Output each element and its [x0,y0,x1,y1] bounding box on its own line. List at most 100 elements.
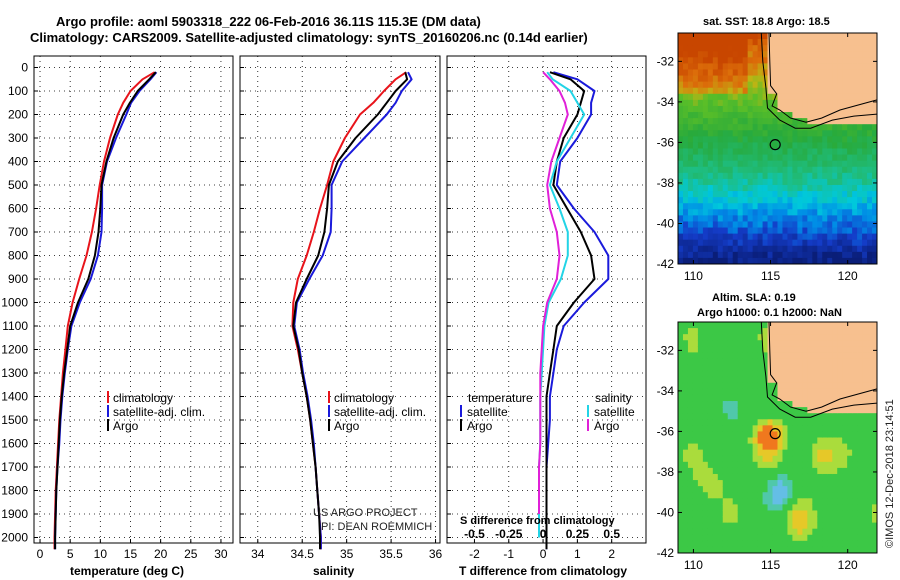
map-cell [678,203,684,210]
map-cell [787,540,793,548]
map-cell [772,160,778,168]
map-cell [727,221,734,229]
map-cell [852,394,858,402]
map-cell [867,486,873,493]
map-cell [742,346,749,353]
map-cell [687,130,694,137]
map-cell [752,540,759,548]
map-cell [792,437,798,445]
map-cell [682,203,689,210]
map-cell [697,522,704,530]
map-cell [812,407,818,414]
map-cell [747,437,754,445]
map-cell [737,388,744,396]
series-t-argo-line [545,71,596,550]
map-cell [867,492,873,499]
map-cell [802,437,808,445]
map-cell [722,407,729,414]
map-cell [727,87,734,95]
map-cell [692,546,699,554]
map-cell [747,166,754,174]
map-cell [842,480,848,487]
map-cell [802,328,808,335]
map-cell [827,437,833,445]
map-cell [867,504,873,511]
map-cell [827,340,833,347]
map-cell [722,75,729,83]
map-cell [687,124,694,131]
map-cell [832,93,838,101]
map-cell [757,57,764,64]
map-cell [737,136,744,143]
map-cell [787,546,793,554]
map-cell [802,528,808,536]
map-cell [857,467,863,475]
map-cell [847,154,853,162]
map-cell [717,148,724,156]
map-cell [747,419,754,426]
map-cell [837,370,843,378]
map-cell [782,413,788,420]
map-cell [832,443,838,451]
map-cell [777,382,783,390]
map-cell [822,522,828,530]
map-cell [692,136,699,143]
map-cell [712,480,719,487]
map-cell [767,197,774,204]
map-cell [717,203,724,210]
map-cell [772,340,778,347]
map-cell [752,413,759,420]
map-cell [792,130,798,137]
map-cell [837,154,843,162]
map-cell [872,370,878,378]
map-cell [692,419,699,426]
map-cell [678,522,684,530]
map-cell [822,136,828,143]
map-cell [812,443,818,451]
map-cell [857,251,863,259]
map-cell [782,160,788,168]
map-cell [817,39,823,46]
map-cell [762,334,769,341]
map-cell [797,431,803,438]
map-cell [752,382,759,390]
map-cell [678,486,684,493]
map-cell [712,376,719,384]
map-cell [687,166,694,174]
map-cell [867,130,873,137]
map-cell [777,33,783,40]
map-cell [742,510,749,518]
map-cell [772,364,778,372]
map-cell [852,486,858,493]
map-cell [832,136,838,143]
map-cell [792,528,798,536]
map-lon-label: 120 [838,558,858,572]
map-cell [802,413,808,420]
map-cell [762,184,769,192]
map-cell [712,233,719,241]
map-cell [767,57,774,64]
map-cell [792,87,798,95]
map-cell [717,334,724,341]
map-cell [742,504,749,511]
map-cell [807,136,813,143]
map-cell [752,376,759,384]
map-cell [682,510,689,518]
map-cell [777,546,783,554]
map-cell [707,93,714,101]
map-cell [807,546,813,554]
map-cell [707,166,714,174]
map-cell [678,322,684,329]
map-cell [862,461,868,469]
map-cell [847,419,853,426]
map-cell [832,221,838,229]
map-cell [872,346,878,353]
map-cell [692,257,699,265]
map-cell [777,322,783,329]
map-cell [747,346,754,353]
map-cell [747,75,754,83]
map-cell [842,87,848,95]
map-cell [847,45,853,52]
map-cell [837,166,843,174]
map-cell [762,99,769,107]
